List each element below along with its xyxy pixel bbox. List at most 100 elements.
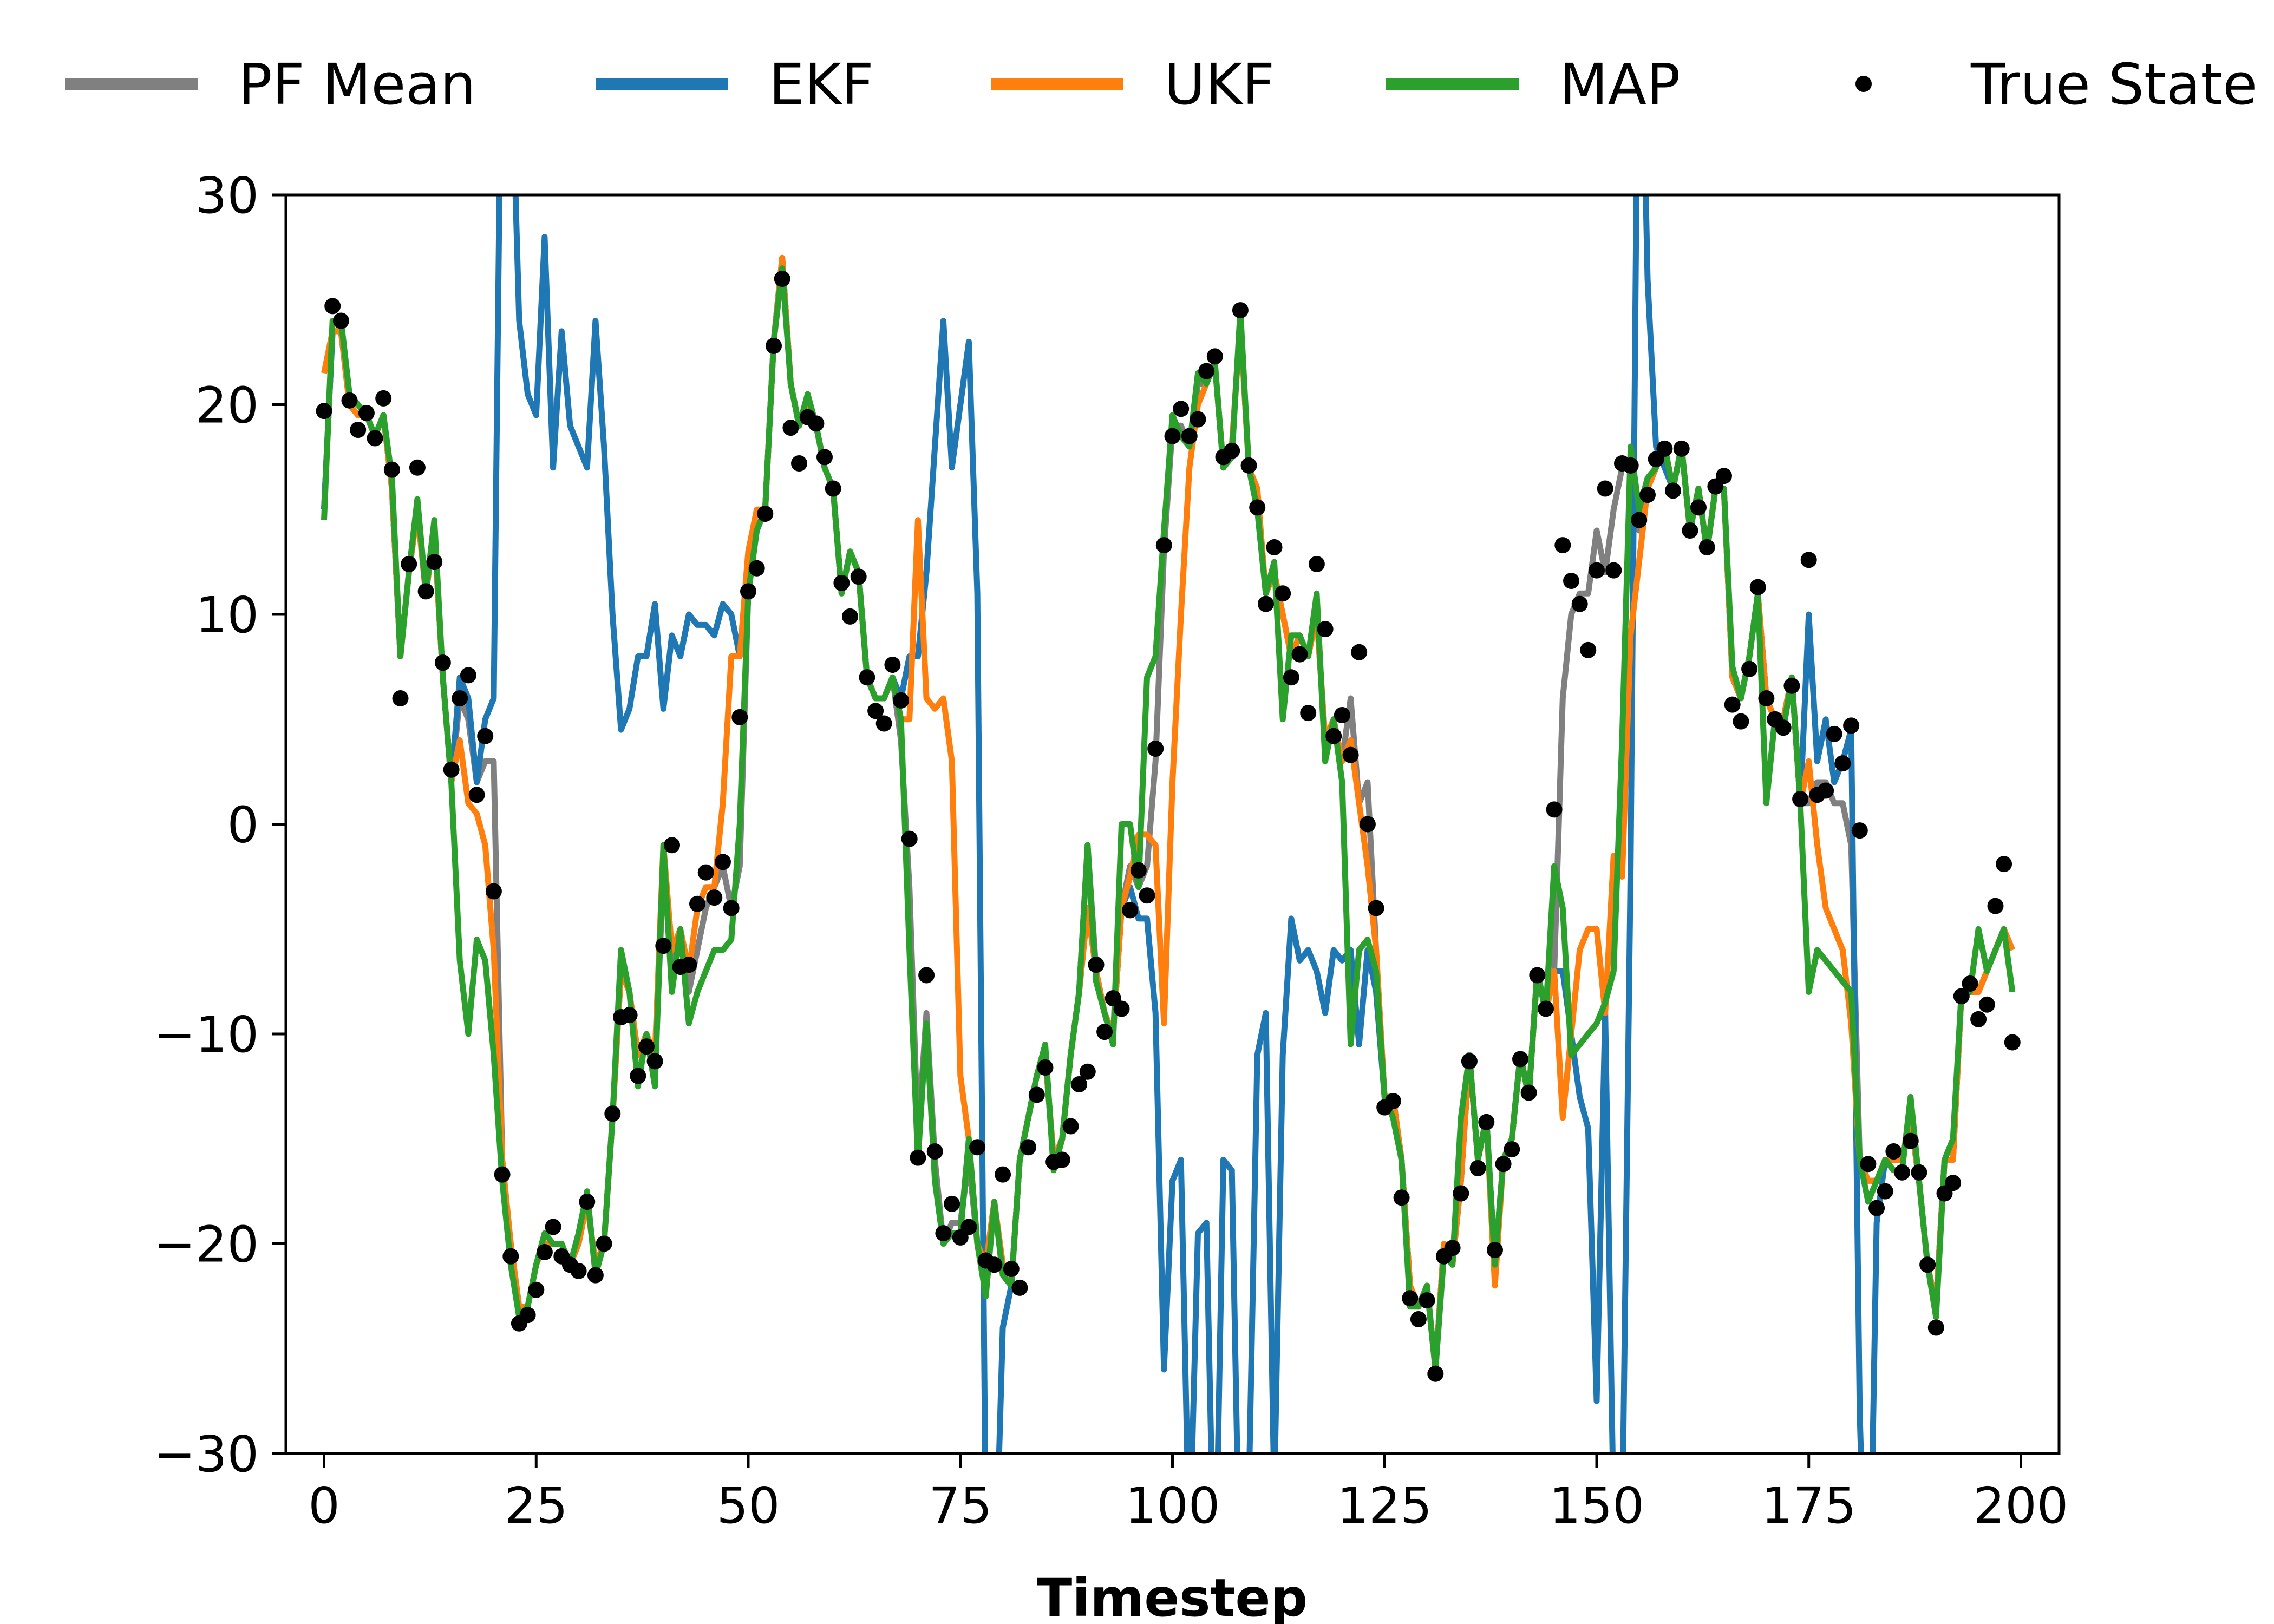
true-state-point [1834, 755, 1851, 772]
true-state-point [1173, 401, 1190, 417]
true-state-point [901, 830, 918, 847]
series-points-true-state [316, 271, 2021, 1382]
true-state-point [332, 312, 349, 329]
chart-legend: PF Mean EKF UKF MAP True State [65, 51, 2257, 117]
true-state-point [1902, 1132, 1919, 1149]
true-state-point [740, 583, 756, 600]
true-state-point [1580, 641, 1597, 658]
true-state-point [587, 1267, 604, 1284]
x-tick-label: 75 [929, 1477, 992, 1535]
true-state-point [689, 895, 705, 912]
true-state-point [409, 459, 426, 476]
true-state-point [1130, 862, 1147, 879]
y-tick-label: 0 [227, 796, 259, 854]
true-state-point [502, 1248, 519, 1265]
legend-swatch [1855, 76, 1872, 92]
true-state-point [1665, 482, 1681, 499]
true-state-point [630, 1068, 646, 1084]
true-state-point [1419, 1292, 1435, 1309]
true-state-point [1953, 988, 1970, 1005]
true-state-point [350, 422, 367, 438]
true-state-point [1190, 411, 1206, 428]
true-state-point [417, 583, 434, 600]
true-state-point [706, 889, 723, 906]
true-state-point [604, 1105, 621, 1122]
legend-item-ekf: EKF [596, 51, 874, 117]
true-state-point [1758, 690, 1775, 706]
true-state-point [1589, 562, 1605, 579]
true-state-point [596, 1235, 612, 1252]
true-state-point [935, 1225, 952, 1242]
true-state-point [1673, 440, 1690, 457]
true-state-point [1818, 782, 1834, 799]
x-tick-label: 200 [1974, 1477, 2069, 1535]
true-state-point [1444, 1240, 1461, 1256]
true-state-point [1240, 457, 1257, 474]
true-state-point [1716, 468, 1732, 484]
true-state-point [1275, 585, 1291, 602]
true-state-point [1682, 522, 1698, 539]
true-state-point [367, 430, 383, 447]
true-state-point [816, 449, 833, 466]
true-state-point [638, 1038, 655, 1055]
true-state-point [1393, 1189, 1410, 1206]
y-tick-label: 30 [195, 167, 259, 225]
x-tick-label: 100 [1125, 1477, 1220, 1535]
legend-label: MAP [1559, 51, 1681, 117]
true-state-point [774, 271, 790, 287]
true-state-point [1249, 499, 1266, 516]
legend-label: EKF [769, 51, 874, 117]
y-tick-label: −30 [154, 1425, 259, 1483]
true-state-point [477, 728, 494, 744]
true-state-point [1206, 348, 1223, 365]
true-state-point [1088, 957, 1105, 973]
true-state-point [1996, 856, 2012, 873]
true-state-point [960, 1219, 977, 1235]
x-tick-label: 175 [1761, 1477, 1857, 1535]
true-state-point [1945, 1175, 1962, 1191]
x-axis-title: Timestep [1037, 1568, 1308, 1624]
true-state-point [1885, 1143, 1902, 1160]
true-state-point [1868, 1200, 1885, 1216]
true-state-point [1181, 428, 1198, 444]
true-state-point [1308, 556, 1325, 572]
series-line-pf-mean [321, 254, 2015, 1373]
true-state-point [1384, 1093, 1401, 1109]
true-state-point [1860, 1156, 1877, 1173]
true-state-point [850, 568, 867, 585]
x-tick-label: 150 [1549, 1477, 1644, 1535]
true-state-point [842, 608, 858, 625]
true-state-point [1351, 644, 1368, 660]
y-tick-label: 20 [195, 377, 259, 435]
true-state-point [1987, 898, 2004, 914]
true-state-point [1427, 1365, 1444, 1382]
true-state-point [1257, 595, 1274, 612]
true-state-point [460, 667, 476, 684]
true-state-point [401, 556, 417, 572]
true-state-point [494, 1166, 511, 1183]
true-state-point [1504, 1141, 1520, 1158]
true-state-point [1003, 1261, 1020, 1277]
series-line-ekf [321, 195, 2015, 1453]
true-state-point [1453, 1185, 1469, 1202]
true-state-point [1283, 669, 1299, 686]
true-state-point [443, 761, 460, 778]
true-state-point [715, 854, 731, 870]
true-state-point [646, 1053, 663, 1070]
x-tick-label: 25 [505, 1477, 568, 1535]
true-state-point [1342, 746, 1359, 763]
true-state-point [1317, 621, 1334, 638]
true-state-point [833, 574, 850, 591]
true-state-point [545, 1219, 561, 1235]
true-state-point [1096, 1024, 1113, 1040]
true-state-point [986, 1256, 1003, 1273]
true-state-point [621, 1007, 638, 1024]
x-tick-label: 125 [1337, 1477, 1432, 1535]
true-state-point [1970, 1011, 1987, 1027]
true-state-point [1978, 996, 1995, 1013]
true-state-point [1877, 1183, 1893, 1200]
true-state-point [570, 1262, 587, 1279]
true-state-point [1851, 822, 1868, 839]
true-state-point [485, 883, 502, 900]
series-line-ukf [321, 254, 2015, 1373]
